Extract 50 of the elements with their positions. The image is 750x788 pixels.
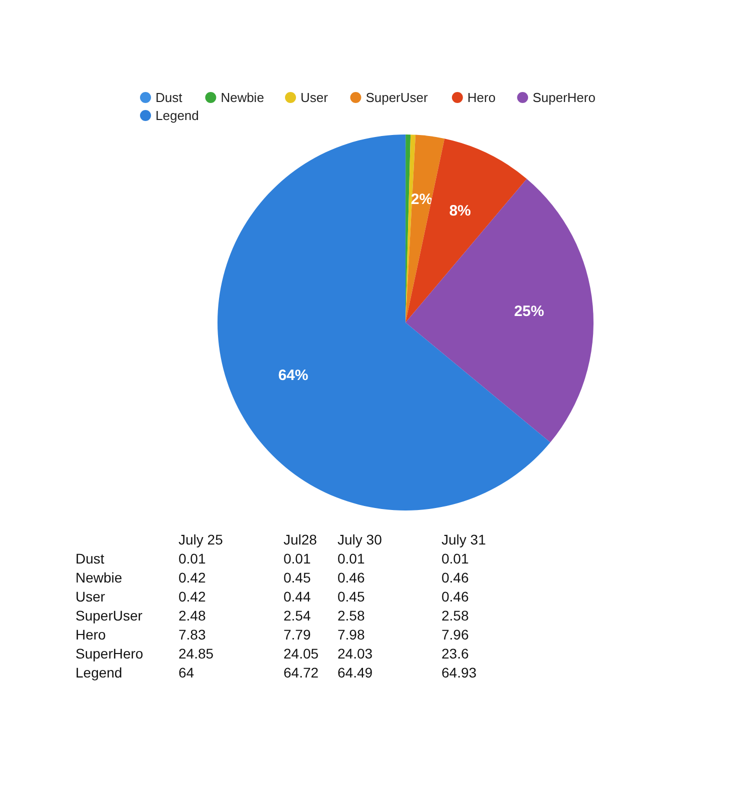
y-tick-label: Dust bbox=[76, 550, 104, 566]
data-label: 0.45 bbox=[338, 588, 365, 604]
data-label: 0.45 bbox=[284, 570, 311, 586]
data-label: 64.49 bbox=[338, 664, 373, 680]
data-label: 8% bbox=[449, 202, 471, 220]
data-label: 7.79 bbox=[284, 626, 311, 642]
data-label: 24.85 bbox=[178, 646, 214, 662]
data-label: 0.01 bbox=[178, 550, 206, 566]
data-label: 23.6 bbox=[442, 646, 469, 662]
data-label: 7.98 bbox=[338, 626, 365, 642]
legend-label: Newbie bbox=[220, 90, 264, 105]
data-label: 24.03 bbox=[338, 646, 373, 662]
y-tick-label: SuperUser bbox=[76, 608, 143, 624]
data-label: 25% bbox=[514, 302, 544, 320]
data-label: 64% bbox=[278, 366, 308, 384]
data-label: 0.44 bbox=[284, 588, 311, 604]
legend-label: Legend bbox=[156, 108, 199, 123]
data-label: 0.46 bbox=[442, 588, 469, 604]
y-tick-label: User bbox=[76, 588, 106, 604]
data-label: 0.01 bbox=[338, 550, 365, 566]
data-label: 7.83 bbox=[178, 626, 206, 642]
legend-label: Dust bbox=[156, 90, 183, 105]
x-tick-label: July 31 bbox=[442, 532, 486, 548]
legend-label: Hero bbox=[467, 90, 496, 105]
y-tick-label: Hero bbox=[76, 626, 106, 642]
legend-label: User bbox=[300, 90, 329, 105]
y-tick-label: Legend bbox=[76, 664, 122, 680]
data-label: 0.46 bbox=[338, 570, 365, 586]
data-label: 0.42 bbox=[178, 570, 206, 586]
data-label: 64.93 bbox=[442, 664, 477, 680]
x-tick-label: July 25 bbox=[178, 532, 224, 548]
y-tick-label: Newbie bbox=[76, 570, 122, 586]
data-label: 0.46 bbox=[442, 570, 469, 586]
data-label: 0.01 bbox=[442, 550, 469, 566]
x-tick-label: Jul28 bbox=[284, 532, 318, 548]
data-label: 0.42 bbox=[178, 588, 206, 604]
data-label: 0.01 bbox=[284, 550, 311, 566]
data-label: 2% bbox=[410, 190, 433, 208]
legend-label: SuperUser bbox=[366, 90, 429, 105]
data-label: 64.72 bbox=[284, 664, 319, 680]
data-label: 7.96 bbox=[442, 626, 469, 642]
data-label: 2.58 bbox=[338, 608, 365, 624]
data-label: 2.58 bbox=[442, 608, 469, 624]
data-label: 24.05 bbox=[284, 646, 319, 662]
data-label: 2.48 bbox=[178, 608, 206, 624]
x-tick-label: July 30 bbox=[338, 532, 382, 548]
data-label: 2.54 bbox=[284, 608, 311, 624]
data-label: 64 bbox=[178, 664, 194, 680]
legend-label: SuperHero bbox=[532, 90, 596, 105]
y-tick-label: SuperHero bbox=[76, 646, 144, 662]
